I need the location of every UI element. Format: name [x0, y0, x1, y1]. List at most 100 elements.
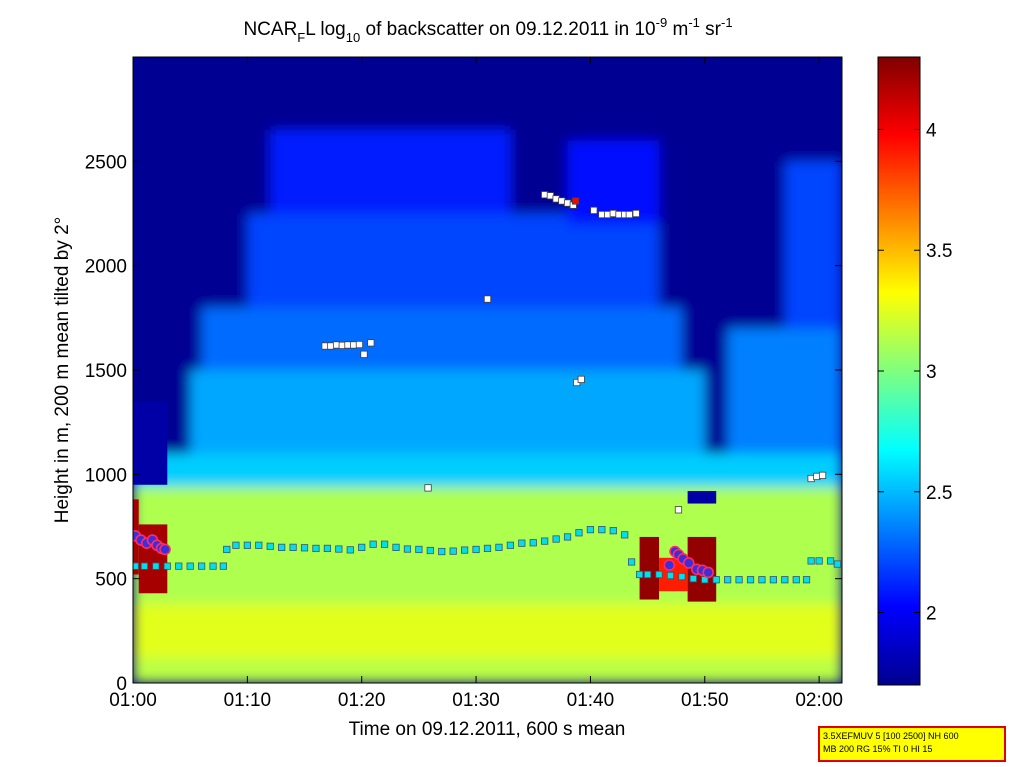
cloud-base-point: [529, 539, 537, 547]
cloud-base-point: [392, 543, 400, 551]
upper-layer-point: [818, 471, 827, 479]
cloud-base-point: [833, 560, 842, 568]
cloud-base-point: [826, 557, 835, 565]
cloud-base-point: [506, 541, 514, 549]
x-tick-label: 01:20: [338, 690, 386, 711]
cloud-base-point: [278, 543, 286, 551]
cloud-base-point: [232, 541, 240, 549]
cloud-base-point: [689, 575, 697, 583]
field-region: [190, 370, 705, 454]
cloud-base-point: [563, 533, 572, 541]
cloud-base-point: [724, 576, 732, 584]
colorbar-ticks: 2 2.5 3 3.5 4: [878, 120, 952, 625]
x-tick-label: 02:00: [795, 690, 843, 711]
cloud-base-point: [186, 562, 194, 570]
cloud-base-point: [209, 562, 217, 570]
upper-layer-point: [590, 206, 598, 214]
colorbar-tick-label: 2.5: [926, 483, 952, 504]
field-region: [784, 161, 842, 329]
y-tick-label: 500: [95, 570, 127, 591]
cloud-base-point: [289, 543, 297, 551]
cloud-base-point: [152, 562, 160, 570]
title-part-1: F: [297, 30, 305, 45]
title-part-5: -9: [656, 15, 668, 30]
cloud-base-point: [163, 562, 171, 570]
cloud-base-point: [627, 558, 636, 566]
cloud-base-point: [449, 547, 457, 555]
precip-marker: [702, 566, 715, 579]
cloud-base-point: [781, 576, 789, 584]
cloud-base-point: [198, 562, 206, 570]
backscatter-field: [133, 57, 842, 683]
chart-title: NCARFL log10 of backscatter on 09.12.201…: [243, 15, 732, 45]
y-axis: 0 500 1000 1500 2000 2500: [85, 152, 842, 695]
cloud-base-point: [133, 562, 139, 570]
colorbar-tick-label: 2: [926, 604, 937, 625]
title-part-3: 10: [346, 30, 360, 45]
cloud-base-point: [266, 542, 274, 550]
cloud-base-series: [133, 526, 842, 584]
info-box: 3.5XEFMUV 5 [100 2500] NH 600 MB 200 RG …: [818, 726, 1006, 762]
cloud-base-point: [346, 546, 354, 554]
title-part-8: sr: [700, 19, 722, 40]
field-region: [687, 491, 717, 504]
cloud-base-point: [815, 557, 823, 565]
x-tick-label: 01:50: [681, 690, 729, 711]
field-region: [639, 536, 660, 600]
cloud-base-point: [655, 570, 663, 579]
field-region: [247, 213, 660, 308]
cloud-base-point: [621, 531, 629, 539]
x-axis: 01:00 01:10 01:20 01:30 01:40 01:50 02:00: [109, 57, 843, 711]
cloud-base-point: [575, 529, 583, 537]
x-tick-label: 01:40: [567, 690, 615, 711]
x-tick-label: 01:10: [224, 690, 272, 711]
precip-markers: [133, 530, 715, 579]
cloud-base-point: [403, 545, 412, 553]
cloud-base-point: [219, 562, 227, 570]
cloud-base-point: [495, 543, 503, 551]
info-box-line-2: MB 200 RG 15% TI 0 HI 15: [823, 744, 933, 754]
upper-layer-point: [355, 340, 364, 349]
y-axis-label: Height in m, 200 m mean tilted by 2°: [52, 217, 73, 523]
cloud-base-point: [369, 540, 377, 548]
cloud-base-point: [255, 541, 263, 549]
cloud-base-point: [140, 562, 149, 570]
cloud-base-point: [358, 543, 366, 551]
precip-marker: [159, 543, 171, 556]
title-part-4: of backscatter on 09.12.2011 in 10: [360, 19, 655, 40]
info-box-line-1: 3.5XEFMUV 5 [100 2500] NH 600: [823, 731, 959, 741]
y-tick-label: 2500: [85, 152, 127, 173]
cloud-base-point: [598, 526, 606, 534]
cloud-base-point: [792, 576, 800, 584]
cloud-base-point: [712, 576, 720, 584]
cloud-base-point: [483, 544, 492, 553]
cloud-base-point: [175, 562, 183, 570]
cloud-base-point: [461, 546, 469, 554]
cloud-base-point: [518, 539, 526, 547]
title-part-0: NCAR: [243, 19, 297, 40]
upper-layer-point: [424, 484, 432, 492]
x-axis-label: Time on 09.12.2011, 600 s mean: [349, 719, 626, 740]
cloud-base-point: [541, 537, 549, 545]
plot-area: [133, 57, 842, 683]
cloud-base-point: [666, 571, 675, 580]
cloud-base-point: [635, 570, 644, 579]
title-part-6: m: [667, 19, 688, 40]
upper-layer-point: [632, 209, 640, 218]
cloud-base-point: [335, 545, 343, 553]
cloud-base-point: [415, 545, 423, 554]
cloud-base-point: [300, 544, 309, 552]
cloud-base-point: [802, 576, 811, 584]
colorbar: 2 2.5 3 3.5 4: [877, 56, 952, 686]
upper-layer-point: [674, 506, 683, 514]
upper-layer-point: [625, 210, 633, 219]
field-region: [201, 307, 682, 370]
cloud-base-point: [472, 545, 480, 554]
cloud-base-point: [223, 545, 231, 554]
cloud-base-point: [312, 544, 320, 553]
field-region: [727, 328, 842, 454]
cloud-base-point: [243, 541, 251, 549]
field-region: [133, 657, 842, 683]
colorbar-tick-label: 3.5: [926, 241, 952, 262]
